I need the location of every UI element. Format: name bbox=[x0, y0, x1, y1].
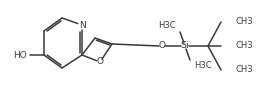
Text: HO: HO bbox=[13, 50, 27, 59]
Text: Si: Si bbox=[181, 42, 189, 50]
Text: CH3: CH3 bbox=[235, 17, 253, 26]
Text: O: O bbox=[97, 57, 104, 66]
Text: H3C: H3C bbox=[158, 22, 176, 31]
Text: N: N bbox=[79, 20, 85, 29]
Text: CH3: CH3 bbox=[235, 42, 253, 50]
Text: O: O bbox=[159, 42, 165, 50]
Text: CH3: CH3 bbox=[235, 66, 253, 75]
Text: H3C: H3C bbox=[194, 61, 212, 70]
